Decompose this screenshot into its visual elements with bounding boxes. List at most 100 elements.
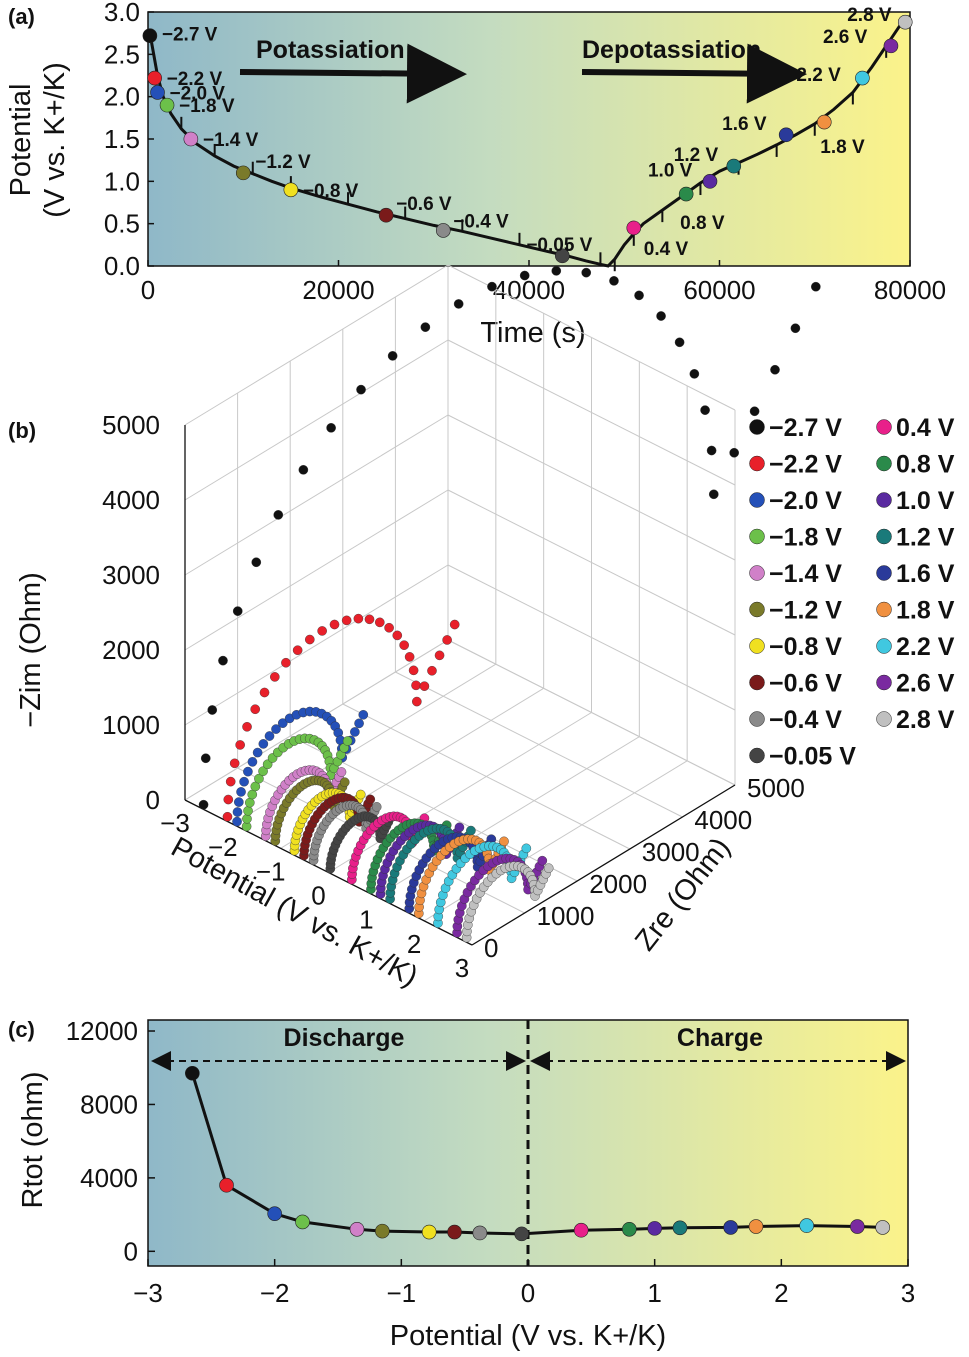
b-nyquist-point xyxy=(356,384,366,395)
b-nyquist-point xyxy=(770,364,780,375)
b-grid-line xyxy=(395,671,683,818)
b-nyquist-point xyxy=(449,619,460,630)
c-xtick-label: 3 xyxy=(901,1278,915,1308)
b-nyquist-point xyxy=(239,776,249,787)
b-grid-line xyxy=(447,639,736,786)
b-nyquist-point xyxy=(412,696,422,707)
c-rtot-point xyxy=(472,1225,488,1241)
b-nyquist-point xyxy=(245,797,255,808)
b-zre-tick-label: 4000 xyxy=(694,805,752,835)
b-nyquist-point xyxy=(223,794,234,805)
b-nyquist-point xyxy=(207,705,218,715)
a-marker-point xyxy=(702,174,718,189)
b-legend-marker xyxy=(876,565,892,581)
b-zim-tick-label: 1000 xyxy=(102,710,160,740)
b-zim-tick-label: 5000 xyxy=(102,410,160,440)
b-nyquist-point xyxy=(811,281,821,292)
a-marker-point xyxy=(147,70,162,86)
a-ytick-label: 0.0 xyxy=(104,251,140,281)
b-zim-tick-label: 2000 xyxy=(102,635,160,665)
a-ytick-label: 0.5 xyxy=(104,209,140,239)
b-nyquist-point xyxy=(254,773,264,784)
b-nyquist-point xyxy=(364,614,375,625)
a-point-label: −0.05 V xyxy=(526,235,592,256)
c-rtot-point xyxy=(748,1219,764,1234)
a-point-label: −1.4 V xyxy=(203,130,259,151)
b-grid-line xyxy=(184,489,449,651)
annotation-potassiation: Potassiation xyxy=(256,36,405,64)
b-grid-line xyxy=(342,703,631,850)
c-ytick-label: 12000 xyxy=(66,1016,138,1046)
a-marker-point xyxy=(283,182,299,198)
a-point-label: −0.4 V xyxy=(453,211,509,232)
b-nyquist-point xyxy=(232,807,243,817)
c-ytick-label: 0 xyxy=(124,1236,138,1266)
b-grid-line xyxy=(184,639,449,801)
b-potential-tick-label: 0 xyxy=(311,881,325,911)
c-rtot-point xyxy=(447,1224,462,1240)
b-legend-label: 2.2 V xyxy=(896,633,955,661)
c-rtot-point xyxy=(672,1220,688,1236)
b-zre-tick-label: 2000 xyxy=(589,869,647,899)
b-nyquist-point xyxy=(519,270,530,281)
b-zim-tick-label: 4000 xyxy=(102,485,160,515)
b-nyquist-point xyxy=(543,863,554,873)
c-rtot-point xyxy=(647,1221,662,1236)
b-zim-tick-label: 3000 xyxy=(102,560,160,590)
b-nyquist-point xyxy=(252,747,263,758)
a-point-label: 1.6 V xyxy=(722,114,767,135)
b-legend-marker xyxy=(876,711,892,727)
c-rtot-point xyxy=(514,1226,529,1242)
c-xtick-label: −2 xyxy=(260,1278,290,1308)
b-nyquist-point xyxy=(411,680,421,691)
b-grid-line xyxy=(447,414,736,561)
b-axis-line xyxy=(471,784,736,946)
a-point-label: 2.8 V xyxy=(847,5,892,26)
a-point-label: 1.2 V xyxy=(674,145,719,166)
b-legend-marker xyxy=(876,455,892,472)
a-point-label: −2.7 V xyxy=(162,25,218,46)
b-nyquist-point xyxy=(250,704,261,715)
a-xtick-label: 80000 xyxy=(874,275,946,305)
c-xtick-label: 1 xyxy=(647,1278,661,1308)
b-legend-label: 0.8 V xyxy=(896,451,955,479)
a-marker-point xyxy=(555,248,570,264)
b-legend-marker xyxy=(876,528,892,545)
a-xtick-label: 20000 xyxy=(302,275,374,305)
b-nyquist-point xyxy=(454,822,465,833)
b-legend-marker xyxy=(876,601,892,618)
b-legend-marker xyxy=(876,674,892,691)
b-potential-tick-label: 3 xyxy=(455,953,469,983)
a-point-label: 1.0 V xyxy=(648,160,693,181)
b-nyquist-point xyxy=(689,369,700,379)
a-point-label: −2.0 V xyxy=(170,83,226,104)
a-marker-point xyxy=(235,165,251,181)
b-nyquist-point xyxy=(336,767,347,777)
c-rtot-point xyxy=(349,1221,365,1237)
b-nyquist-point xyxy=(581,267,592,278)
a-marker-point xyxy=(883,38,899,54)
b-zre-tick-label: 3000 xyxy=(642,837,700,867)
b-nyquist-point xyxy=(200,753,211,764)
b-nyquist-point xyxy=(235,740,245,750)
b-nyquist-point xyxy=(247,757,258,767)
b-legend-marker xyxy=(749,674,765,691)
potassiation-arrow xyxy=(239,43,467,104)
b-potential-tick-label: 1 xyxy=(359,905,373,935)
b-legend-label: −1.2 V xyxy=(769,597,842,625)
b-grid-line xyxy=(447,564,736,711)
b-legend-marker xyxy=(876,638,892,654)
b-legend-marker xyxy=(749,492,765,508)
b-nyquist-point xyxy=(674,337,685,348)
b-legend-label: −2.0 V xyxy=(769,487,842,515)
c-rtot-point xyxy=(421,1224,437,1240)
b-legend-marker xyxy=(749,711,765,727)
b-nyquist-point xyxy=(434,650,445,661)
b-nyquist-point xyxy=(749,406,760,417)
a-marker-point xyxy=(678,186,694,202)
a-point-label: 0.8 V xyxy=(680,213,725,234)
b-legend-label: −0.4 V xyxy=(769,706,842,734)
a-point-label: −0.8 V xyxy=(303,181,359,202)
b-nyquist-point xyxy=(419,681,430,691)
b-nyquist-point xyxy=(242,813,252,824)
